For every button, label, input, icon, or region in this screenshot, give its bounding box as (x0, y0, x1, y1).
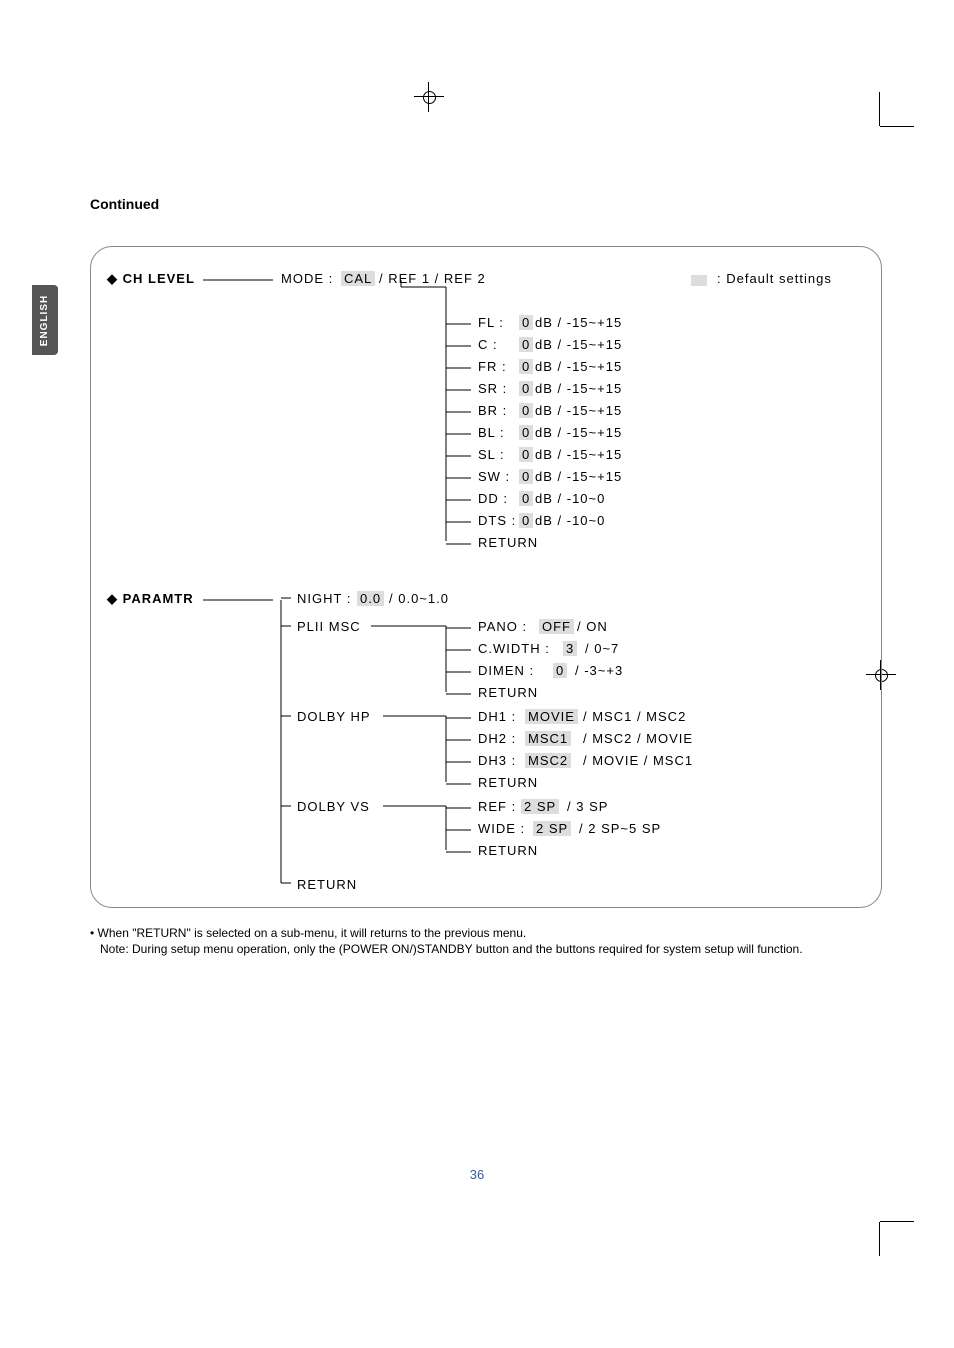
ch-level-item-range: dB / -15~+15 (535, 337, 622, 352)
crop-mark-tr (874, 92, 914, 132)
dvs-item-label: RETURN (478, 843, 538, 858)
plii-item-rest: / ON (577, 619, 608, 634)
menu-tree-panel: : Default settings ◆ CH LEVEL MODE : CAL… (90, 246, 882, 908)
ch-level-item-label: RETURN (478, 535, 538, 550)
ch-level-item-range: dB / -15~+15 (535, 403, 622, 418)
dvs-item-rest: / 2 SP~5 SP (579, 821, 661, 836)
ch-level-item-default: 0 (519, 359, 533, 374)
dhp-item-rest: / MSC1 / MSC2 (583, 709, 686, 724)
language-tab: ENGLISH (32, 285, 58, 355)
ch-level-item-label: DTS : (478, 513, 516, 528)
plii-item-rest: / -3~+3 (575, 663, 623, 678)
ch-level-item-label: SR : (478, 381, 507, 396)
plii-item-default: 3 (563, 641, 577, 656)
dhp-item-default: MSC2 (525, 753, 571, 768)
register-mark-top (420, 88, 438, 106)
dhp-item-rest: / MOVIE / MSC1 (583, 753, 693, 768)
dvs-item-default: 2 SP (533, 821, 571, 836)
ch-level-item-label: FL : (478, 315, 504, 330)
ch-level-item-label: BR : (478, 403, 507, 418)
ch-level-item-range: dB / -15~+15 (535, 315, 622, 330)
dhp-item-rest: / MSC2 / MOVIE (583, 731, 693, 746)
ch-level-item-label: SW : (478, 469, 510, 484)
crop-mark-br (874, 1216, 914, 1256)
plii-item-label: DIMEN : (478, 663, 534, 678)
ch-level-item-default: 0 (519, 315, 533, 330)
footnote-bullet: • When "RETURN" is selected on a sub-men… (90, 925, 880, 941)
ch-level-item-range: dB / -15~+15 (535, 447, 622, 462)
ch-level-item-default: 0 (519, 513, 533, 528)
footnotes: • When "RETURN" is selected on a sub-men… (90, 925, 880, 957)
ch-level-item-label: FR : (478, 359, 507, 374)
plii-item-label: PANO : (478, 619, 527, 634)
page: Continued ENGLISH : Default settings ◆ C… (0, 0, 954, 1348)
plii-item-label: C.WIDTH : (478, 641, 550, 656)
ch-level-item-default: 0 (519, 403, 533, 418)
dhp-item-label: DH2 : (478, 731, 516, 746)
ch-level-item-range: dB / -15~+15 (535, 425, 622, 440)
ch-level-item-default: 0 (519, 425, 533, 440)
dvs-item-default: 2 SP (521, 799, 559, 814)
ch-level-item-label: SL : (478, 447, 505, 462)
ch-level-item-label: BL : (478, 425, 505, 440)
plii-item-label: RETURN (478, 685, 538, 700)
ch-level-item-range: dB / -15~+15 (535, 381, 622, 396)
plii-item-default: 0 (553, 663, 567, 678)
plii-item-default: OFF (539, 619, 574, 634)
dhp-item-default: MOVIE (525, 709, 578, 724)
plii-item-rest: / 0~7 (585, 641, 619, 656)
ch-level-item-default: 0 (519, 491, 533, 506)
ch-level-item-label: DD : (478, 491, 508, 506)
page-number: 36 (0, 1167, 954, 1182)
dhp-item-label: RETURN (478, 775, 538, 790)
ch-level-item-range: dB / -10~0 (535, 491, 605, 506)
ch-level-item-default: 0 (519, 447, 533, 462)
dhp-item-label: DH1 : (478, 709, 516, 724)
continued-heading: Continued (90, 196, 159, 212)
ch-level-item-label: C : (478, 337, 498, 352)
ch-level-item-range: dB / -15~+15 (535, 469, 622, 484)
dhp-item-label: DH3 : (478, 753, 516, 768)
ch-level-item-range: dB / -10~0 (535, 513, 605, 528)
dvs-item-label: REF : (478, 799, 516, 814)
dhp-item-default: MSC1 (525, 731, 571, 746)
language-tab-text: ENGLISH (40, 294, 51, 345)
ch-level-item-default: 0 (519, 469, 533, 484)
ch-level-item-default: 0 (519, 337, 533, 352)
dvs-item-label: WIDE : (478, 821, 525, 836)
ch-level-item-range: dB / -15~+15 (535, 359, 622, 374)
ch-level-item-default: 0 (519, 381, 533, 396)
footnote-note: Note: During setup menu operation, only … (90, 941, 880, 957)
dvs-item-rest: / 3 SP (567, 799, 608, 814)
